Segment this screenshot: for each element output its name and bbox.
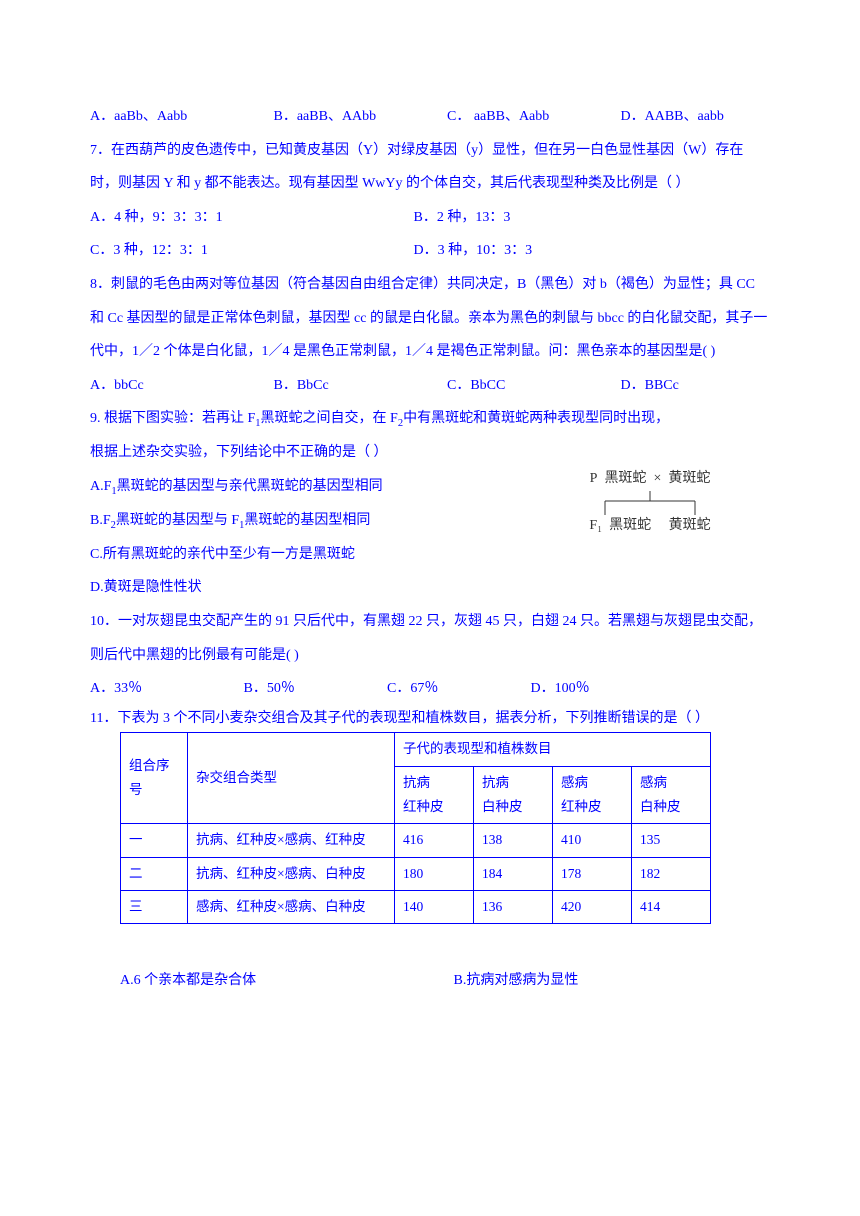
table-row: 三 感病、红种皮×感病、白种皮 140 136 420 414 <box>121 890 711 923</box>
q8-text: 8．刺鼠的毛色由两对等位基因（符合基因自由组合定律）共同决定，B（黑色）对 b（… <box>90 268 770 369</box>
q6-opt-c: C． aaBB、Aabb <box>447 100 617 134</box>
th-group: 子代的表现型和植株数目 <box>395 733 711 766</box>
th-seq: 组合序号 <box>121 733 188 824</box>
q6-opt-b: B．aaBB、AAbb <box>274 100 444 134</box>
q6-opt-a: A．aaBb、Aabb <box>90 100 270 134</box>
q8-opt-c: C．BbCC <box>447 369 617 403</box>
q10-opt-a: A．33％ <box>90 672 240 706</box>
cross-diagram: P 黑斑蛇 × 黄斑蛇 F₁ 黑斑蛇 黄斑蛇 <box>560 470 740 534</box>
q7-opt-b: B．2 种，13：3 <box>414 201 511 235</box>
q9-line1: 9. 根据下图实验：若再让 F1黑斑蛇之间自交，在 F2中有黑斑蛇和黄斑蛇两种表… <box>90 402 770 436</box>
document-page: A．aaBb、Aabb B．aaBB、AAbb C． aaBB、Aabb D．A… <box>0 0 860 1216</box>
table-row: 二 抗病、红种皮×感病、白种皮 180 184 178 182 <box>121 857 711 890</box>
th-c1: 抗病 红种皮 <box>395 766 474 824</box>
q7-opts-row2: C．3 种，12：3：1 D．3 种，10：3：3 <box>90 234 770 268</box>
q11-opt-b: B.抗病对感病为显性 <box>454 964 579 998</box>
q11-table-wrap: 组合序号 杂交组合类型 子代的表现型和植株数目 抗病 红种皮 抗病 白种皮 感病… <box>90 732 770 924</box>
q9-opt-c: C.所有黑斑蛇的亲代中至少有一方是黑斑蛇 <box>90 538 770 572</box>
q10-options: A．33％ B．50％ C．67％ D．100％ <box>90 672 770 706</box>
th-c2: 抗病 白种皮 <box>474 766 553 824</box>
q6-opt-d: D．AABB、aabb <box>621 100 724 134</box>
q9-line2: 根据上述杂交实验，下列结论中不正确的是（ ） <box>90 436 770 470</box>
q7-text: 7．在西葫芦的皮色遗传中，已知黄皮基因（Y）对绿皮基因（y）显性，但在另一白色显… <box>90 134 770 201</box>
th-c4: 感病 白种皮 <box>632 766 711 824</box>
q7-opt-d: D．3 种，10：3：3 <box>414 234 533 268</box>
q11-bottom-options: A.6 个亲本都是杂合体 B.抗病对感病为显性 <box>90 964 770 998</box>
cross-f1-row: F₁ 黑斑蛇 黄斑蛇 <box>560 517 740 535</box>
q9-opt-d: D.黄斑是隐性性状 <box>90 571 770 605</box>
th-c3: 感病 红种皮 <box>553 766 632 824</box>
q6-options: A．aaBb、Aabb B．aaBB、AAbb C． aaBB、Aabb D．A… <box>90 100 770 134</box>
q10-opt-d: D．100％ <box>531 672 590 706</box>
q10-text: 10．一对灰翅昆虫交配产生的 91 只后代中，有黑翅 22 只，灰翅 45 只，… <box>90 605 770 672</box>
q7-opt-a: A．4 种，9：3：3：1 <box>90 201 410 235</box>
th-type: 杂交组合类型 <box>188 733 395 824</box>
q8-options: A．bbCc B．BbCc C．BbCC D．BBCc <box>90 369 770 403</box>
q10-opt-b: B．50％ <box>244 672 384 706</box>
q11-opt-a: A.6 个亲本都是杂合体 <box>120 964 450 998</box>
q8-opt-a: A．bbCc <box>90 369 270 403</box>
q9-block: 9. 根据下图实验：若再让 F1黑斑蛇之间自交，在 F2中有黑斑蛇和黄斑蛇两种表… <box>90 402 770 605</box>
table-header-row1: 组合序号 杂交组合类型 子代的表现型和植株数目 <box>121 733 711 766</box>
q11-text: 11．下表为 3 个不同小麦杂交组合及其子代的表现型和植株数目，据表分析，下列推… <box>90 706 770 733</box>
cross-parent-row: P 黑斑蛇 × 黄斑蛇 <box>560 470 740 488</box>
q11-table: 组合序号 杂交组合类型 子代的表现型和植株数目 抗病 红种皮 抗病 白种皮 感病… <box>120 732 711 924</box>
q8-opt-b: B．BbCc <box>274 369 444 403</box>
cross-lines-icon <box>575 491 725 517</box>
q8-opt-d: D．BBCc <box>621 369 679 403</box>
q7-opts-row1: A．4 种，9：3：3：1 B．2 种，13：3 <box>90 201 770 235</box>
q10-opt-c: C．67％ <box>387 672 527 706</box>
q7-opt-c: C．3 种，12：3：1 <box>90 234 410 268</box>
table-row: 一 抗病、红种皮×感病、红种皮 416 138 410 135 <box>121 824 711 857</box>
